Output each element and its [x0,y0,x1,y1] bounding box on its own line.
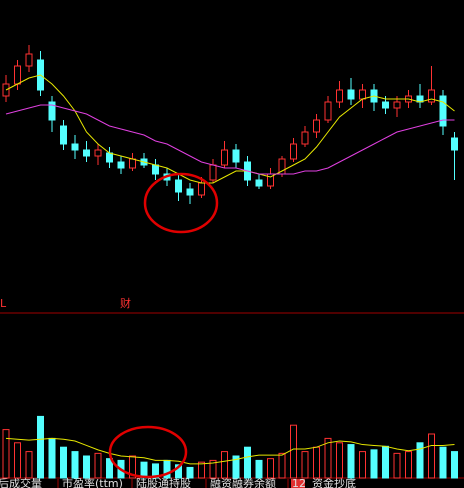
candle-body [94,149,102,157]
candle-body [71,143,79,151]
candle-body [14,65,21,85]
tab-label: 后成交量 [0,476,42,488]
volume-bar [232,455,240,479]
candle-body [129,158,136,169]
volume-bar [106,458,113,479]
moving-average [5,104,455,175]
candle-body [301,131,309,145]
candle-body [393,101,401,109]
candle-body [25,53,33,67]
candle-body [48,101,56,121]
volume-bar [290,424,297,479]
volume-bar [359,451,366,479]
candle-body [221,149,228,166]
candle-body [324,101,332,121]
candle-body [60,125,67,145]
tab-label: 融资融券余额 [210,476,276,488]
tab-label: 市盈率(ttm) [62,476,123,488]
candle-body [313,119,320,133]
marker-label: L [0,297,7,310]
volume-bar [186,466,194,479]
volume-bar [14,442,21,479]
candle-body [209,164,217,181]
candle-body [359,89,366,100]
candle-body [198,182,205,196]
volume-bar [48,437,56,479]
volume-bar [347,444,355,479]
tab-badge [291,479,305,488]
volume-bar [94,452,102,479]
volume-bar [83,455,90,479]
volume-bar [209,459,217,479]
candle-body [347,89,355,100]
volume-bar [37,415,44,479]
volume-bar [336,442,343,479]
volume-bar [313,446,320,479]
moving-average [5,74,455,184]
volume-bar [175,464,182,479]
marker-label: 财 [120,296,131,310]
tab-bar: 后成交量 市盈率(ttm) 陆股通持股 融资融券余额 12 资金抄底 [0,476,356,488]
candle-body [83,149,90,157]
volume-bar [71,451,79,479]
volume-bar [2,429,10,479]
candle-body [336,89,343,103]
candle-body [152,164,159,175]
candle-body [117,161,125,169]
volume-average [5,437,455,465]
volume-bar [405,451,412,479]
volume-bar [278,452,286,479]
volume-bar [428,433,435,479]
volume-bar [129,455,136,479]
candle-body [451,137,458,151]
volume-bar [152,463,159,479]
volume-bar [221,451,228,479]
volume-bar [439,446,447,479]
candle-body [428,89,435,103]
candle-body [175,179,182,193]
volume-bar [451,451,458,479]
tab-label: 资金抄底 [312,476,356,488]
volume-bar [416,442,424,479]
volume-bar [25,451,33,479]
volume-bar [60,446,67,479]
volume-bar [301,451,309,479]
candle-body [186,188,194,196]
candle-body [290,143,297,160]
candle-body [106,152,113,163]
volume-bar [382,445,389,479]
volume-bar [267,458,274,479]
candle-body [382,101,389,109]
tab-label: 陆股通持股 [136,476,191,488]
volume-bar [244,446,251,479]
volume-bar [324,437,332,479]
tab-label: 12 [292,477,306,488]
volume-bar [370,449,378,479]
volume-bar [393,452,401,479]
highlight-circle [108,425,188,479]
candle-body [232,149,240,163]
candle-body [255,179,263,187]
volume-bar [198,461,205,479]
highlight-circle [143,172,219,234]
candle-body [439,95,447,127]
volume-bar [255,459,263,479]
